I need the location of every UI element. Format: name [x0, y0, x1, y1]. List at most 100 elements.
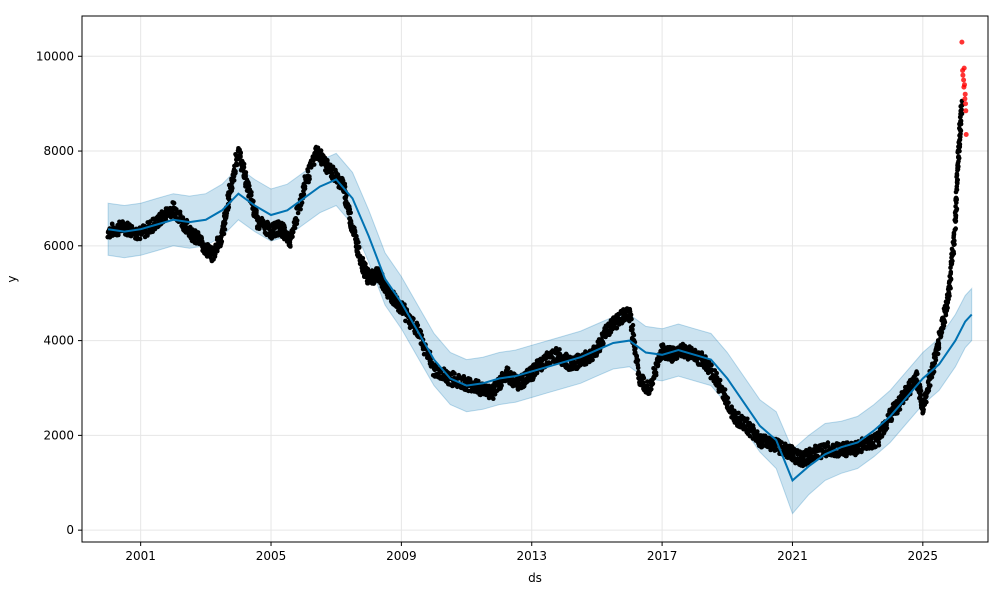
observed-point	[948, 276, 954, 281]
observed-point	[238, 150, 243, 156]
observed-point	[290, 234, 295, 240]
observed-point	[653, 370, 659, 376]
observed-point	[736, 410, 741, 416]
observed-point	[218, 243, 223, 249]
observed-point	[343, 194, 349, 200]
observed-point	[233, 169, 238, 174]
observed-point	[292, 225, 298, 231]
observed-point	[955, 180, 960, 185]
observed-point	[222, 220, 228, 226]
observed-point	[924, 399, 929, 405]
observed-point	[876, 442, 882, 448]
observed-point	[774, 447, 779, 453]
observed-point	[318, 148, 324, 153]
observed-point	[714, 375, 720, 380]
highlight-point	[960, 72, 966, 78]
highlight-point	[962, 82, 967, 88]
observed-point	[699, 350, 705, 355]
observed-point	[171, 200, 176, 206]
observed-point	[324, 159, 330, 165]
observed-point	[301, 191, 307, 197]
observed-point	[938, 333, 944, 339]
observed-point	[251, 198, 256, 204]
y-tick-label: 8000	[43, 144, 74, 158]
highlight-point	[962, 91, 968, 97]
observed-point	[889, 418, 894, 424]
observed-point	[650, 381, 656, 386]
observed-point	[329, 170, 335, 176]
observed-point	[320, 152, 325, 157]
y-axis-label: y	[5, 275, 19, 282]
observed-point	[302, 186, 308, 191]
observed-point	[222, 227, 228, 232]
observed-point	[249, 192, 254, 198]
highlight-point	[962, 96, 968, 102]
observed-point	[957, 127, 963, 132]
observed-point	[942, 318, 947, 323]
observed-point	[918, 388, 924, 394]
observed-point	[298, 206, 303, 212]
observed-point	[614, 325, 620, 331]
highlight-point	[961, 77, 967, 83]
observed-point	[779, 440, 784, 445]
x-tick-label: 2005	[256, 549, 287, 563]
x-axis-label: ds	[528, 571, 542, 585]
observed-point	[953, 195, 959, 201]
observed-point	[954, 200, 959, 205]
observed-point	[921, 407, 926, 412]
observed-point	[491, 396, 496, 402]
observed-point	[946, 289, 951, 295]
observed-point	[219, 239, 225, 244]
observed-point	[557, 347, 562, 352]
observed-point	[415, 323, 421, 328]
observed-point	[928, 383, 933, 388]
observed-point	[645, 383, 650, 389]
observed-point	[238, 154, 243, 160]
observed-point	[945, 305, 950, 311]
observed-point	[363, 261, 368, 267]
observed-point	[935, 351, 941, 357]
observed-point	[247, 183, 252, 189]
observed-point	[356, 245, 362, 250]
observed-point	[956, 154, 961, 160]
y-tick-label: 2000	[43, 428, 74, 442]
observed-point	[879, 434, 884, 439]
observed-point	[633, 346, 638, 351]
observed-point	[116, 232, 121, 238]
observed-point	[241, 164, 247, 170]
observed-point	[881, 431, 887, 436]
observed-point	[221, 231, 227, 237]
x-axis-ticks: 2001 2005 2009 2013 2017 2021 2025	[125, 542, 938, 563]
observed-point	[948, 271, 953, 277]
observed-point	[924, 394, 929, 399]
observed-point	[953, 219, 958, 224]
observed-point	[950, 258, 955, 264]
observed-point	[725, 395, 731, 401]
observed-point	[253, 208, 259, 214]
observed-point	[959, 107, 964, 112]
highlight-point	[959, 39, 965, 45]
observed-point	[294, 218, 300, 223]
observed-point	[282, 225, 288, 230]
observed-point	[635, 365, 641, 371]
x-tick-label: 2017	[647, 549, 678, 563]
observed-point	[655, 362, 661, 367]
observed-point	[717, 377, 723, 383]
observed-point	[948, 265, 953, 271]
observed-point	[648, 387, 654, 392]
observed-point	[229, 184, 235, 189]
observed-point	[226, 197, 232, 202]
observed-point	[174, 207, 179, 212]
uncertainty-band	[107, 152, 973, 515]
observed-point	[884, 425, 890, 431]
forecast-path	[107, 178, 973, 483]
observed-point	[468, 379, 474, 384]
observed-point	[953, 208, 958, 214]
observed-point	[630, 322, 636, 328]
observed-point	[951, 249, 956, 255]
observed-point	[199, 234, 204, 240]
observed-point	[600, 341, 606, 346]
observed-point	[226, 205, 232, 210]
observed-point	[243, 172, 248, 177]
